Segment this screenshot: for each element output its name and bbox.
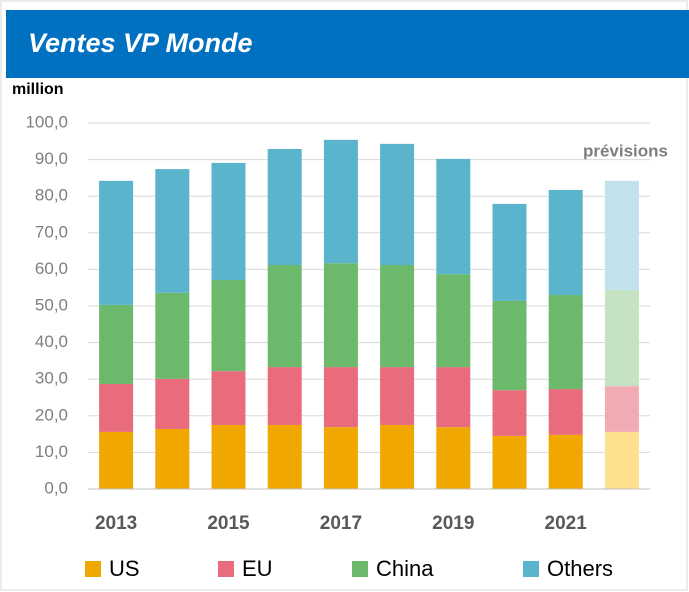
bar-segment <box>380 143 415 266</box>
y-tick-label: 70,0 <box>35 222 68 241</box>
y-tick-label: 10,0 <box>35 442 68 461</box>
bar-segment <box>267 265 302 368</box>
chart-title: Ventes VP Monde <box>28 28 253 58</box>
bar-segment <box>548 434 583 489</box>
bar-segment <box>323 139 358 264</box>
x-tick-label: 2015 <box>207 513 250 534</box>
y-tick-label: 20,0 <box>35 405 68 424</box>
bar-segment <box>436 427 471 489</box>
bar-segment <box>380 424 415 489</box>
bar-segment <box>492 203 527 301</box>
bar-segment <box>211 371 246 425</box>
legend-swatch <box>218 561 234 577</box>
y-tick-label: 80,0 <box>35 186 68 205</box>
bar-segment <box>267 367 302 425</box>
bar-segment <box>323 367 358 428</box>
bar-segment <box>99 383 134 432</box>
x-tick-label: 2017 <box>320 513 362 534</box>
bar-segment <box>604 289 639 387</box>
title-banner <box>6 10 689 78</box>
bar-segment <box>267 424 302 489</box>
x-tick-label: 2019 <box>432 513 474 534</box>
bar-segment <box>604 180 639 290</box>
legend-label: China <box>376 556 434 581</box>
bar-segment <box>492 435 527 489</box>
y-axis-label: million <box>12 81 64 98</box>
bar-segment <box>99 304 134 384</box>
y-tick-label: 90,0 <box>35 149 68 168</box>
y-tick-label: 60,0 <box>35 259 68 278</box>
bar-segment <box>323 427 358 489</box>
bar-segment <box>548 189 583 296</box>
bar-segment <box>604 431 639 489</box>
bar-segment <box>155 378 190 429</box>
bar-segment <box>267 148 302 266</box>
y-tick-label: 100,0 <box>25 112 68 131</box>
y-tick-label: 40,0 <box>35 332 68 351</box>
y-tick-label: 30,0 <box>35 369 68 388</box>
bar-segment <box>323 263 358 368</box>
y-tick-label: 0,0 <box>44 478 68 497</box>
bar-segment <box>548 389 583 435</box>
x-tick-label: 2013 <box>95 513 137 534</box>
bar-segment <box>211 280 246 372</box>
legend-label: EU <box>242 556 273 581</box>
bar-segment <box>155 428 190 489</box>
y-tick-label: 50,0 <box>35 295 68 314</box>
bar-segment <box>436 274 471 368</box>
bar-segment <box>211 162 246 281</box>
bar-segment <box>380 367 415 425</box>
bar-segment <box>211 424 246 489</box>
bar-segment <box>548 295 583 390</box>
bar-segment <box>99 180 134 305</box>
bar-segment <box>436 367 471 428</box>
bar-segment <box>492 390 527 436</box>
bar-segment <box>380 265 415 368</box>
legend-swatch <box>85 561 101 577</box>
legend-label: US <box>109 556 140 581</box>
bar-segment <box>99 431 134 489</box>
bar-segment <box>492 300 527 391</box>
legend-swatch <box>523 561 539 577</box>
bar-segment <box>436 158 471 275</box>
bar-segment <box>604 386 639 432</box>
legend-swatch <box>352 561 368 577</box>
legend-label: Others <box>547 556 613 581</box>
bar-segment <box>155 292 190 379</box>
bar-segment <box>155 169 190 293</box>
x-tick-label: 2021 <box>545 513 588 534</box>
annotation: prévisions <box>583 141 668 160</box>
